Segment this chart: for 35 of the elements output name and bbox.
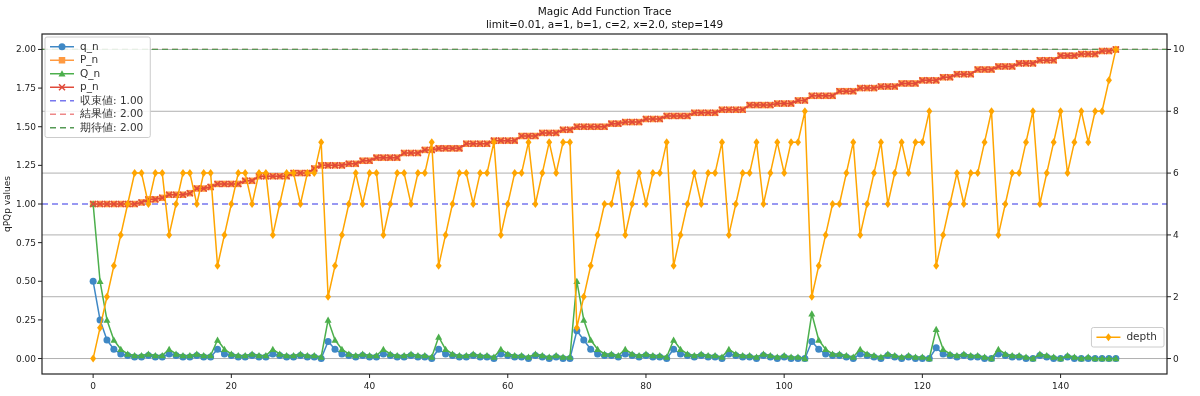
y-axis-title: qPQp values <box>2 175 12 233</box>
y2-tick-label: 0 <box>1173 353 1179 364</box>
y2-tick-label: 6 <box>1173 168 1179 179</box>
legend-label: P_n <box>80 53 99 67</box>
y-tick-label: 1.25 <box>15 160 36 171</box>
legend-label: p_n <box>80 80 99 94</box>
x-tick-label: 60 <box>502 381 514 391</box>
chart-subtitle: limit=0.01, a=1, b=1, c=2, x=2.0, step=149 <box>485 18 724 30</box>
x-tick-label: 100 <box>775 381 794 391</box>
legend-y2: depth <box>1090 327 1165 348</box>
y2-tick-label: 2 <box>1173 291 1179 302</box>
y-tick-label: 1.50 <box>15 121 37 132</box>
x-tick-label: 20 <box>225 381 238 391</box>
x-tick-label: 0 <box>90 381 97 391</box>
legend-label: q_n <box>80 39 99 53</box>
legend-label: depth <box>1126 330 1157 343</box>
y2-tick-label: 8 <box>1173 106 1179 117</box>
y2-tick-label: 4 <box>1173 229 1179 240</box>
y-tick-label: 0.00 <box>15 353 37 364</box>
y-tick-label: 2.00 <box>15 44 37 55</box>
y-tick-label: 0.25 <box>15 314 36 325</box>
chart-title: Magic Add Function Trace <box>537 5 672 17</box>
y-tick-label: 1.75 <box>15 83 36 94</box>
y2-tick-label: 10 <box>1173 44 1185 55</box>
x-tick-label: 140 <box>1051 381 1070 391</box>
legend-label: Q_n <box>80 66 101 80</box>
legend-label: 結果値: 2.00 <box>79 107 144 120</box>
y-tick-label: 0.50 <box>15 276 37 287</box>
x-tick-label: 80 <box>640 381 652 391</box>
y-tick-label: 1.00 <box>15 199 37 209</box>
legend-label: 収束値: 1.00 <box>80 93 144 106</box>
x-tick-label: 40 <box>363 381 376 391</box>
x-tick-label: 120 <box>913 381 932 391</box>
legend-label: 期待値: 2.00 <box>80 120 144 133</box>
y-tick-label: 0.75 <box>15 237 36 248</box>
